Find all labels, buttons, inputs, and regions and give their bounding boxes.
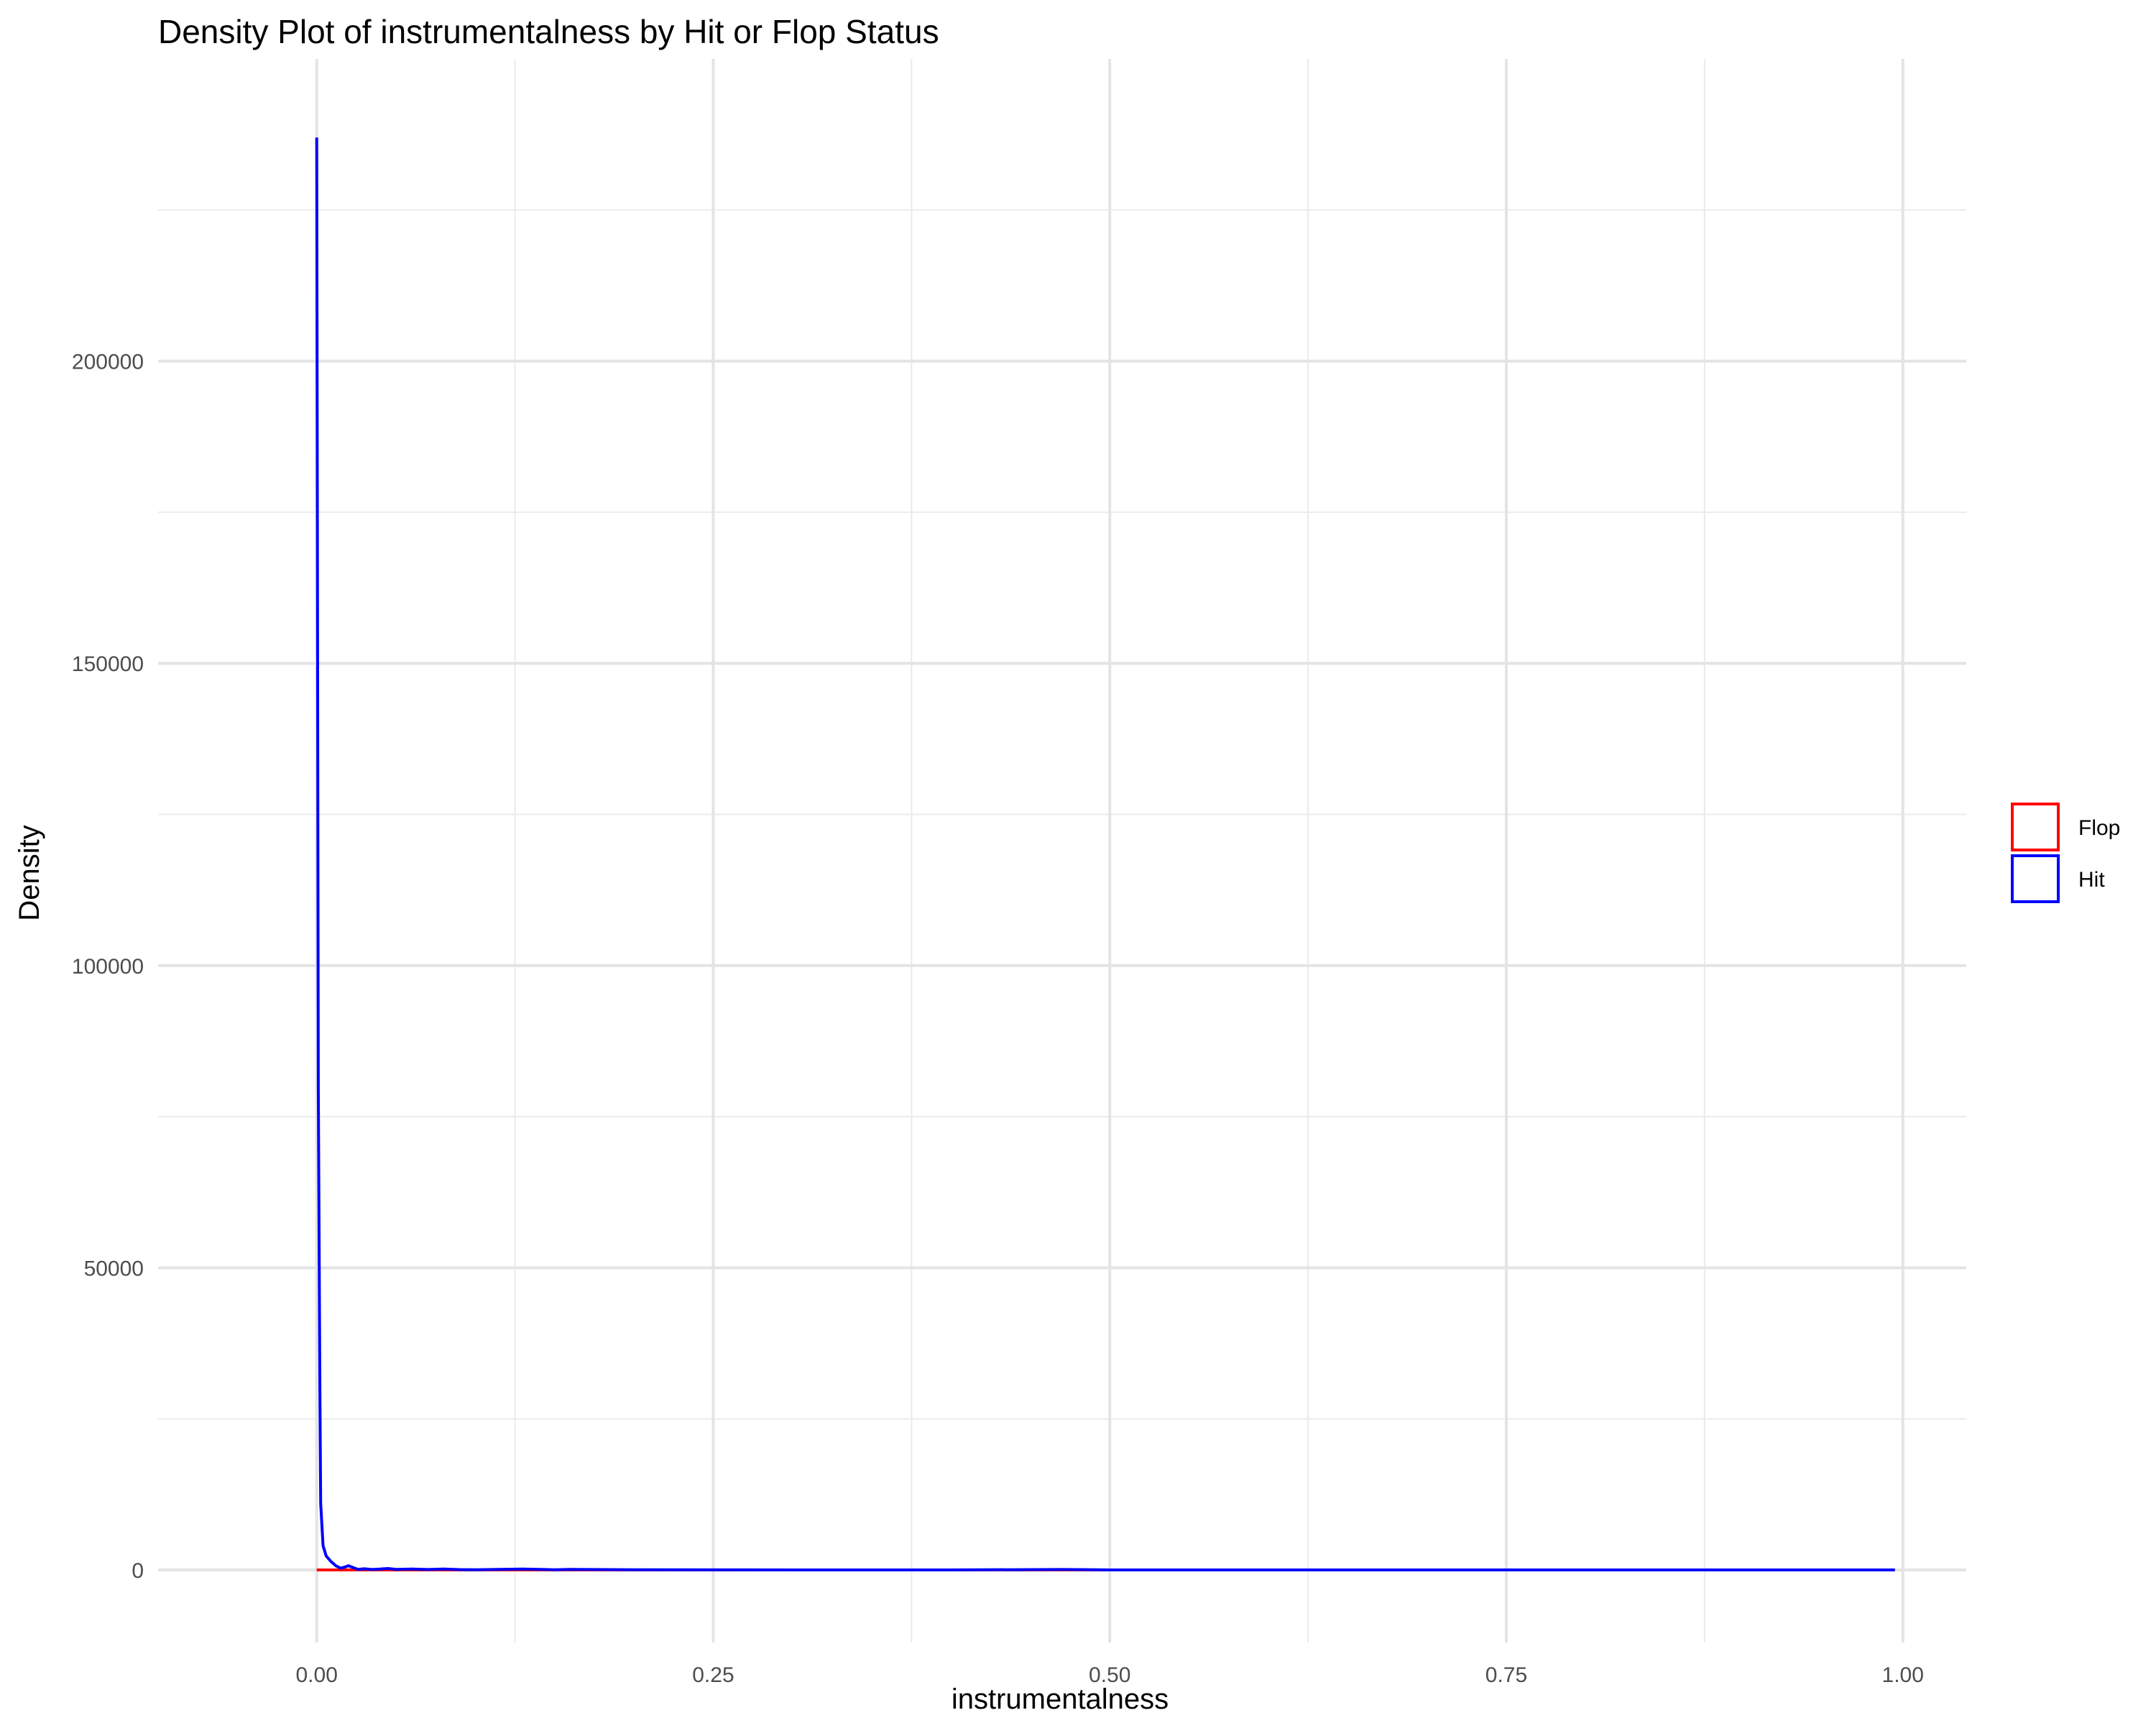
x-tick-label: 0.75 — [1485, 1663, 1527, 1687]
x-tick-label: 1.00 — [1882, 1663, 1924, 1687]
series-lines — [315, 137, 1895, 1572]
x-tick-label: 0.25 — [692, 1663, 734, 1687]
legend: Flop Hit — [2011, 803, 2120, 903]
y-tick-label: 200000 — [72, 351, 144, 374]
x-tick-label: 0.50 — [1089, 1663, 1130, 1687]
y-axis-ticks: 0 50000 100000 150000 200000 — [72, 351, 144, 1583]
y-tick-label: 50000 — [84, 1257, 144, 1280]
grid-lines — [158, 59, 1966, 1642]
legend-label-hit: Hit — [2078, 868, 2105, 892]
y-tick-label: 150000 — [72, 652, 144, 676]
x-axis-label: instrumentalness — [952, 1683, 1169, 1715]
y-tick-label: 0 — [132, 1559, 144, 1583]
x-tick-label: 0.00 — [296, 1663, 338, 1687]
chart-title: Density Plot of instrumentalness by Hit … — [158, 13, 939, 50]
y-axis-label: Density — [14, 825, 45, 920]
legend-key-hit — [2011, 854, 2060, 903]
x-axis-ticks: 0.00 0.25 0.50 0.75 1.00 — [296, 1663, 1924, 1687]
legend-key-flop — [2011, 803, 2060, 851]
series-line-hit — [315, 137, 1895, 1572]
y-tick-label: 100000 — [72, 955, 144, 979]
legend-label-flop: Flop — [2078, 816, 2120, 840]
